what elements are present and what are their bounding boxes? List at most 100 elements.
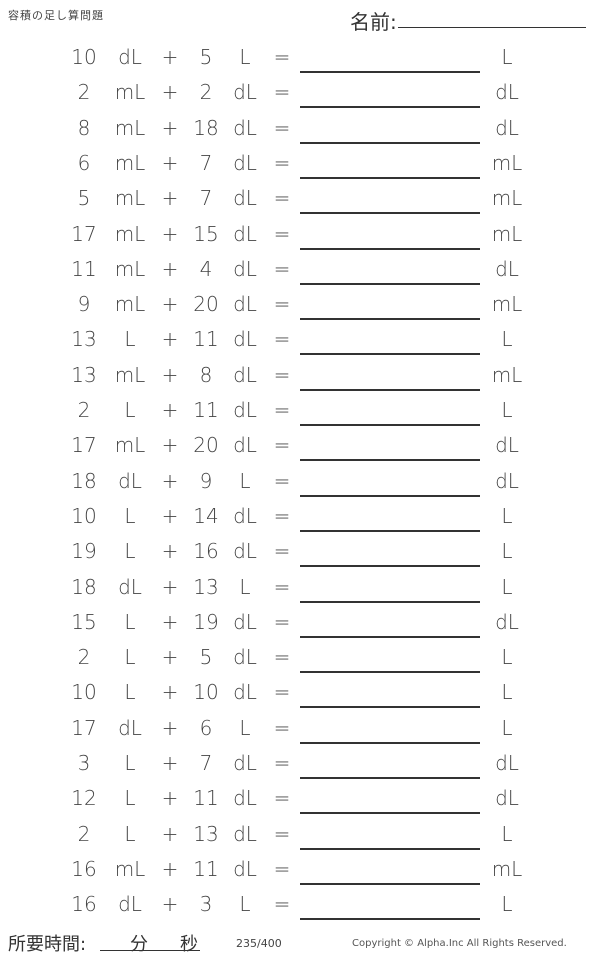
answer-field[interactable]	[300, 918, 480, 921]
first-unit: mL	[114, 433, 146, 458]
equals-sign: =	[273, 150, 291, 175]
answer-field[interactable]	[300, 494, 480, 497]
answer-field[interactable]	[300, 247, 480, 250]
equals-sign: =	[273, 786, 291, 811]
plus-sign: +	[161, 503, 179, 528]
plus-sign: +	[161, 715, 179, 740]
second-unit: dL	[233, 433, 257, 458]
second-number: 9	[199, 468, 213, 493]
name-field[interactable]	[398, 27, 586, 28]
answer-unit: L	[501, 892, 513, 917]
first-number: 17	[71, 715, 97, 740]
equals-sign: =	[273, 115, 291, 140]
answer-field[interactable]	[300, 847, 480, 850]
answer-field[interactable]	[300, 459, 480, 462]
plus-sign: +	[161, 150, 179, 175]
plus-sign: +	[161, 45, 179, 69]
answer-field[interactable]	[300, 141, 480, 144]
answer-field[interactable]	[300, 671, 480, 674]
answer-field[interactable]	[300, 388, 480, 391]
answer-field[interactable]	[300, 600, 480, 603]
answer-field[interactable]	[300, 176, 480, 179]
answer-field[interactable]	[300, 565, 480, 568]
answer-unit: dL	[495, 433, 519, 458]
problem-row: 19 L +16 dL = L	[0, 539, 600, 574]
first-number: 17	[71, 221, 97, 246]
first-unit: L	[124, 680, 136, 705]
second-number: 11	[193, 786, 219, 811]
first-number: 17	[71, 433, 97, 458]
equals-sign: =	[273, 645, 291, 670]
answer-field[interactable]	[300, 706, 480, 709]
equals-sign: =	[273, 433, 291, 458]
answer-unit: L	[501, 503, 513, 528]
first-unit: mL	[114, 150, 146, 175]
first-unit: mL	[114, 292, 146, 317]
answer-field[interactable]	[300, 741, 480, 744]
answer-field[interactable]	[300, 777, 480, 779]
answer-unit: mL	[491, 150, 523, 175]
answer-field[interactable]	[300, 318, 480, 321]
first-unit: L	[124, 751, 136, 775]
second-number: 11	[193, 856, 219, 881]
answer-unit: L	[501, 680, 513, 705]
problem-row: 10 L +10 dL = L	[0, 680, 600, 715]
second-number: 18	[193, 115, 219, 140]
answer-unit: L	[501, 821, 513, 846]
plus-sign: +	[161, 751, 179, 775]
answer-unit: mL	[491, 292, 523, 317]
time-field[interactable]	[100, 950, 200, 951]
plus-sign: +	[161, 292, 179, 317]
plus-sign: +	[161, 539, 179, 564]
first-unit: L	[124, 645, 136, 670]
answer-field[interactable]	[300, 353, 480, 356]
answer-field[interactable]	[300, 529, 480, 532]
problem-row: 18 dL +13 L = L	[0, 575, 600, 610]
second-number: 5	[199, 645, 213, 670]
answer-field[interactable]	[300, 106, 480, 109]
equals-sign: =	[273, 715, 291, 740]
first-unit: L	[124, 327, 136, 352]
first-number: 2	[77, 80, 91, 105]
problem-row: 10 dL +5 L = L	[0, 45, 600, 80]
problem-row: 17 dL +6 L = L	[0, 716, 600, 751]
second-unit: dL	[233, 751, 257, 775]
first-number: 8	[77, 115, 91, 140]
answer-unit: mL	[491, 362, 523, 387]
answer-unit: L	[501, 327, 513, 352]
first-number: 19	[71, 539, 97, 564]
first-number: 2	[77, 821, 91, 846]
answer-field[interactable]	[300, 71, 480, 73]
plus-sign: +	[161, 186, 179, 211]
equals-sign: =	[273, 539, 291, 564]
first-number: 16	[71, 856, 97, 881]
answer-field[interactable]	[300, 282, 480, 285]
plus-sign: +	[161, 645, 179, 670]
answer-unit: mL	[491, 221, 523, 246]
problem-row: 12 L +11 dL = dL	[0, 786, 600, 821]
second-unit: dL	[233, 256, 257, 281]
second-unit: dL	[233, 292, 257, 317]
problem-row: 9 mL +20 dL = mL	[0, 292, 600, 327]
second-unit: dL	[233, 150, 257, 175]
equals-sign: =	[273, 362, 291, 387]
worksheet-title: 容積の足し算問題	[8, 9, 104, 22]
equals-sign: =	[273, 80, 291, 105]
plus-sign: +	[161, 221, 179, 246]
seconds-label: 秒	[180, 934, 198, 955]
answer-field[interactable]	[300, 882, 480, 885]
answer-field[interactable]	[300, 635, 480, 638]
second-number: 4	[199, 256, 213, 281]
first-number: 2	[77, 645, 91, 670]
second-number: 14	[193, 503, 219, 528]
answer-field[interactable]	[300, 812, 480, 815]
second-number: 20	[193, 433, 219, 458]
answer-field[interactable]	[300, 424, 480, 426]
answer-field[interactable]	[300, 212, 480, 215]
minutes-label: 分	[130, 934, 148, 955]
plus-sign: +	[161, 574, 179, 599]
problem-row: 2 L +11 dL = L	[0, 398, 600, 433]
first-number: 10	[71, 45, 97, 69]
equals-sign: =	[273, 574, 291, 599]
second-number: 7	[199, 751, 213, 775]
